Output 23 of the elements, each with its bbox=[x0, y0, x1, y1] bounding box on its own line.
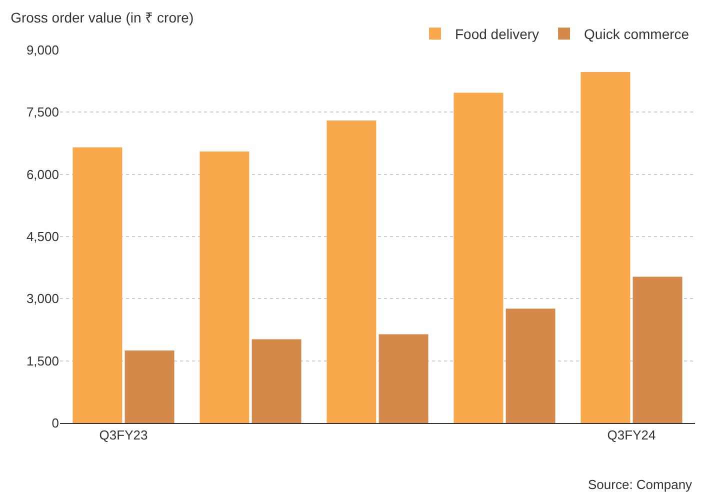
y-tick-label: 6,000 bbox=[26, 166, 59, 182]
x-tick-label: Q3FY24 bbox=[607, 428, 656, 443]
bar bbox=[454, 92, 504, 423]
bar bbox=[580, 72, 630, 423]
y-tick-label: 3,000 bbox=[26, 291, 59, 306]
bar bbox=[506, 308, 556, 423]
y-tick-label: 7,500 bbox=[26, 104, 59, 120]
x-tick-label: Q3FY23 bbox=[99, 428, 148, 443]
bar bbox=[200, 152, 250, 423]
bar bbox=[124, 350, 174, 423]
bar bbox=[378, 334, 428, 423]
chart-title: Gross order value (in ₹ crore) bbox=[10, 9, 194, 26]
y-tick-label: 9,000 bbox=[26, 42, 59, 58]
bar bbox=[72, 147, 122, 423]
bar bbox=[632, 276, 682, 423]
y-tick-label: 0 bbox=[52, 416, 59, 431]
y-tick-label: 4,500 bbox=[26, 229, 59, 244]
bar bbox=[252, 339, 302, 423]
legend-label: Food delivery bbox=[455, 26, 540, 42]
y-tick-label: 1,500 bbox=[26, 353, 59, 368]
source-note: Source: Company bbox=[588, 477, 693, 492]
legend-label: Quick commerce bbox=[584, 26, 690, 42]
bar bbox=[326, 120, 376, 423]
